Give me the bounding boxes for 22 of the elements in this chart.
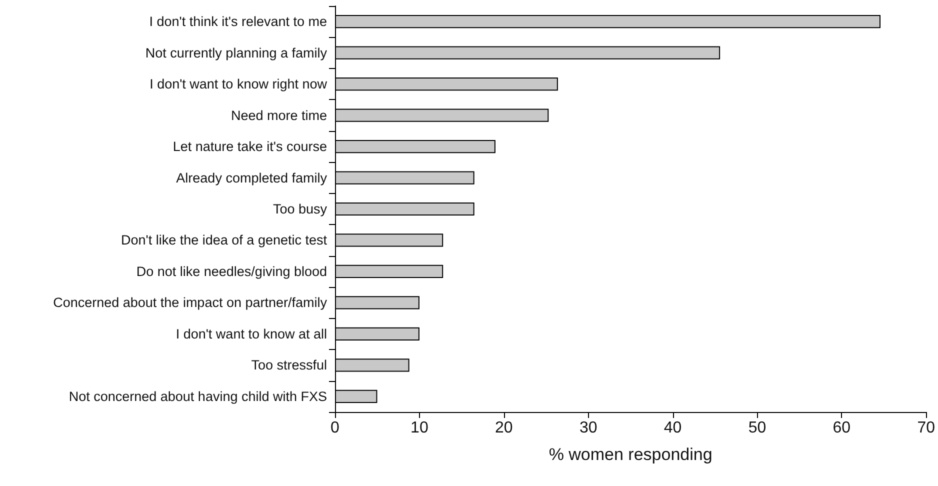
x-tick-label: 0 <box>330 420 340 436</box>
x-tick-label: 20 <box>494 420 513 436</box>
y-tick-label: I don't want to know right now <box>150 76 328 92</box>
y-tick-label: Concerned about the impact on partner/family <box>53 295 328 310</box>
y-tick-label: Not concerned about having child with FXS <box>68 388 327 404</box>
y-tick-label: Don't like the idea of a genetic test <box>121 232 328 248</box>
x-tick-label: 40 <box>664 420 682 436</box>
x-tick-label: 70 <box>917 420 936 436</box>
x-tick-label: 60 <box>832 420 851 436</box>
y-tick-label: Let nature take it's course <box>172 139 327 154</box>
y-tick-label: Already completed family <box>176 170 328 186</box>
y-tick-label: Do not like needles/giving blood <box>136 264 327 279</box>
x-axis-title: % women responding <box>548 445 712 464</box>
x-tick-label: 30 <box>579 420 598 436</box>
y-tick-label: Too busy <box>272 202 328 216</box>
x-tick-label: 50 <box>748 420 766 436</box>
x-tick-label: 10 <box>410 420 428 436</box>
y-tick-label: I don't think it's relevant to me <box>149 14 327 30</box>
y-tick-label: Not currently planning a family <box>145 45 328 60</box>
y-tick-label: I don't want to know at all <box>176 326 327 342</box>
y-tick-label: Need more time <box>230 108 327 123</box>
y-tick-label: Too stressful <box>251 358 327 373</box>
